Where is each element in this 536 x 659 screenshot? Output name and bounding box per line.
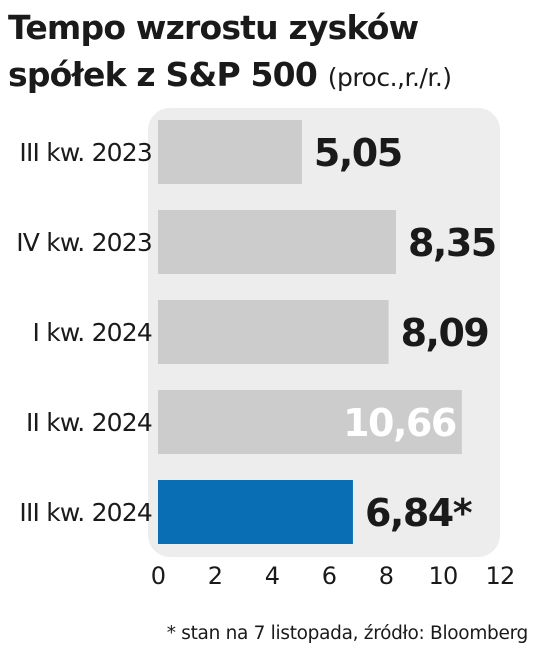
unit-label: (proc.,r./r.) — [327, 63, 452, 92]
bar-4 — [158, 390, 462, 454]
value-label-1: 5,05 — [314, 131, 402, 175]
bar-chart: III kw. 2023 5,05 IV kw. 2023 8,35 I kw. 202… — [16, 108, 515, 590]
footnote: * stan na 7 listopada, źródło: Bloomberg — [166, 623, 529, 644]
x-tick-6: 6 — [322, 562, 336, 590]
x-tick-12: 12 — [486, 562, 515, 590]
bar-3 — [158, 300, 389, 364]
bar-5 — [158, 480, 353, 544]
value-label-4: 10,66 — [343, 401, 456, 445]
x-tick-8: 8 — [379, 562, 393, 590]
x-tick-4: 4 — [265, 562, 279, 590]
x-tick-2: 2 — [208, 562, 222, 590]
chart-title: Tempo wzrostu zysków spółek z S&P 500 (p… — [8, 4, 532, 101]
title-line-1: Tempo wzrostu zysków — [8, 8, 419, 47]
value-label-3: 8,09 — [401, 311, 489, 355]
category-label-4: II kw. 2024 — [26, 408, 152, 437]
x-tick-0: 0 — [151, 562, 165, 590]
title-line-2: spółek z S&P 500 — [8, 55, 318, 94]
bar-2 — [158, 210, 396, 274]
category-label-2: IV kw. 2023 — [16, 228, 152, 257]
x-tick-10: 10 — [429, 562, 458, 590]
category-label-1: III kw. 2023 — [19, 138, 152, 167]
value-label-2: 8,35 — [408, 221, 496, 265]
bar-1 — [158, 120, 302, 184]
value-label-5: 6,84* — [365, 491, 473, 535]
category-label-3: I kw. 2024 — [33, 318, 152, 347]
category-label-5: III kw. 2024 — [19, 498, 152, 527]
